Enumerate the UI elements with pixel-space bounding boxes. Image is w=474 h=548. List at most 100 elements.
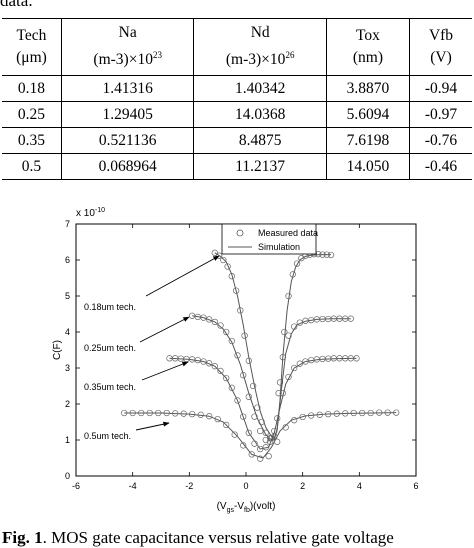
measured-point: [384, 409, 391, 416]
measured-point: [231, 431, 238, 438]
measured-point: [254, 404, 261, 411]
measured-point: [281, 328, 288, 336]
measured-point: [223, 374, 230, 382]
header-nd: Nd (m-3)×1026: [193, 18, 327, 76]
measured-point: [251, 440, 258, 447]
table-cell: 1.41316: [60, 75, 194, 102]
measured-point: [274, 415, 281, 422]
measured-point: [245, 357, 252, 364]
table-cell: 0.521136: [60, 127, 194, 154]
scale-label: x 10-10: [76, 207, 105, 219]
tech-annotation: 0.25um tech.: [84, 343, 136, 353]
measured-point: [276, 379, 284, 386]
measured-point: [248, 451, 255, 458]
preceding-text-fragment: data.: [0, 0, 33, 10]
x-tick-label: 2: [300, 481, 305, 491]
table-cell: 1.40342: [193, 75, 327, 102]
measured-point: [279, 354, 286, 361]
measured-point: [197, 411, 204, 418]
measured-point: [240, 442, 247, 449]
measured-point: [265, 453, 272, 460]
table-cell: 0.25: [17, 106, 46, 123]
measured-point: [327, 251, 335, 259]
measured-point: [206, 360, 213, 367]
header-vfb: Vfb (V): [409, 18, 472, 76]
annotation-arrow: [141, 361, 189, 381]
legend-box: [221, 223, 317, 255]
x-tick-label: 6: [413, 481, 418, 491]
measured-point: [376, 409, 383, 416]
x-tick-label: -6: [72, 481, 80, 491]
measured-point: [319, 251, 326, 258]
table-cell: -0.97: [409, 101, 472, 128]
measured-point: [285, 332, 292, 339]
device-parameters-table: Tech (μm) Na (m-3)×1023 Nd (m-3)×1026 Tox (n…: [2, 18, 472, 180]
measured-point: [240, 372, 247, 379]
measured-point: [323, 251, 330, 258]
measured-point: [367, 409, 374, 417]
measured-point: [206, 316, 213, 323]
measured-point: [138, 409, 145, 417]
annotation-arrow: [145, 255, 220, 297]
y-tick-label: 2: [65, 399, 70, 409]
legend-circle-icon: [236, 229, 244, 237]
y-tick-label: 3: [65, 363, 70, 373]
table-row: 0.18 1.41316 1.40342 3.8870 -0.94: [2, 75, 472, 102]
measured-point: [234, 397, 241, 404]
y-tick-label: 0: [65, 471, 70, 481]
y-axis-label: C(F): [52, 340, 63, 360]
measured-point: [220, 256, 227, 264]
measured-point: [155, 409, 162, 417]
measured-point: [163, 409, 170, 417]
tech-annotation: 0.35um tech.: [84, 382, 136, 392]
legend-item-measured: Measured data: [258, 228, 318, 238]
measured-point: [240, 413, 247, 420]
measured-point: [289, 271, 296, 278]
measured-point: [316, 411, 323, 418]
table-cell: 8.4875: [193, 127, 327, 154]
measured-point: [189, 410, 196, 418]
figure-caption: Fig. 1. MOS gate capacitance versus rela…: [2, 528, 394, 547]
measured-point: [257, 445, 264, 453]
x-tick-label: -4: [129, 481, 137, 491]
header-na: Na (m-3)×1023: [60, 18, 194, 76]
measured-point: [308, 412, 315, 419]
measured-point: [241, 332, 248, 339]
measured-point: [268, 435, 275, 442]
measured-point: [228, 337, 235, 345]
measured-point: [223, 421, 230, 429]
table-cell: -0.94: [409, 75, 472, 102]
measured-point: [223, 328, 230, 336]
x-tick-label: 4: [357, 481, 362, 491]
measured-point: [350, 409, 357, 417]
table-cell: 5.6094: [325, 101, 410, 128]
measured-point: [234, 352, 241, 359]
header-tech: Tech (μm): [16, 27, 47, 66]
header-tox: Tox (nm): [325, 18, 410, 76]
measured-point: [285, 292, 292, 300]
measured-point: [291, 364, 298, 372]
tech-annotation: 0.18um tech.: [84, 302, 136, 312]
table-cell: 0.068964: [60, 153, 194, 180]
measured-point: [296, 319, 303, 326]
simulation-line: [214, 252, 331, 439]
measured-point: [275, 390, 282, 397]
table-cell: 0.5: [21, 158, 42, 175]
y-tick-label: 6: [65, 255, 70, 265]
annotation-arrow: [139, 316, 190, 343]
measured-point: [211, 249, 218, 256]
y-tick-label: 4: [65, 327, 70, 337]
measured-point: [291, 323, 298, 330]
simulation-line: [124, 412, 397, 459]
legend: Measured data Simulation: [221, 223, 318, 255]
measured-point: [211, 318, 218, 326]
table-row: 0.35 0.521136 8.4875 7.6198 -0.76: [2, 127, 472, 154]
table-cell: 7.6198: [325, 127, 410, 154]
y-tick-label: 5: [65, 291, 70, 301]
table-cell: -0.46: [409, 153, 472, 180]
measured-point: [245, 429, 252, 436]
measured-point: [296, 360, 303, 367]
x-axis-label: (Vgs-Vfb)(volt): [217, 501, 276, 514]
measured-point: [333, 410, 340, 417]
measured-point: [325, 410, 332, 418]
